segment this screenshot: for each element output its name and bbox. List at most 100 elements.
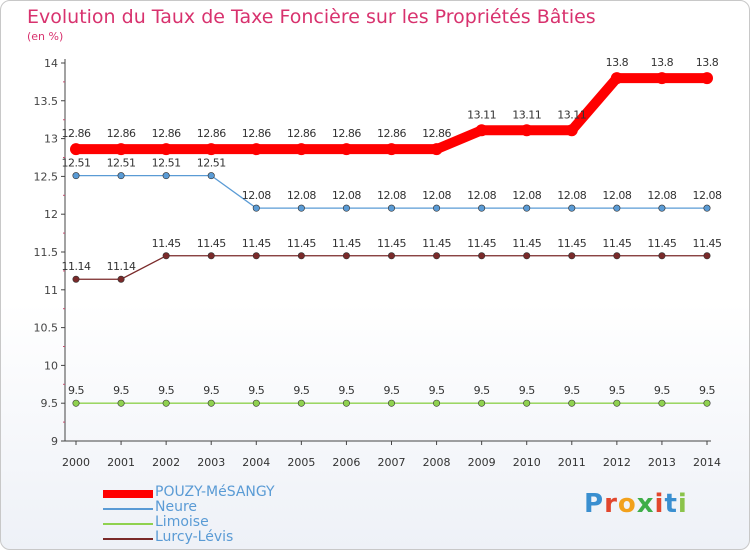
legend-swatch-pouzy: [103, 490, 153, 498]
data-point: [342, 204, 350, 212]
data-label: 9.5: [609, 384, 625, 397]
data-label: 12.08: [467, 189, 496, 202]
data-point: [385, 143, 398, 156]
data-point: [205, 143, 218, 156]
data-label: 12.51: [62, 157, 91, 170]
data-point: [475, 124, 488, 137]
data-point: [342, 399, 350, 407]
legend-swatch-limoise: [103, 523, 153, 525]
legend-label-lurcy: Lurcy-Lévis: [155, 529, 234, 545]
data-label: 12.86: [62, 127, 91, 140]
data-label: 12.51: [197, 157, 226, 170]
data-point: [297, 399, 305, 407]
legend-label-limoise: Limoise: [155, 514, 209, 530]
data-point: [568, 399, 576, 407]
data-point: [387, 252, 395, 260]
y-tick-label: 12.5: [34, 170, 59, 183]
data-label: 9.5: [384, 384, 400, 397]
data-label: 11.14: [107, 260, 136, 273]
x-tick-label: 2012: [603, 456, 631, 469]
data-point: [613, 204, 621, 212]
data-label: 11.45: [422, 237, 451, 250]
data-label: 12.08: [512, 189, 541, 202]
data-label: 12.86: [152, 127, 181, 140]
data-point: [342, 252, 350, 260]
data-label: 13.8: [696, 56, 719, 69]
data-point: [70, 143, 82, 156]
data-point: [72, 399, 80, 407]
data-label: 11.45: [197, 237, 226, 250]
data-label: 12.86: [107, 127, 136, 140]
data-point: [433, 204, 441, 212]
data-point: [658, 252, 666, 260]
y-tick-label: 12: [44, 208, 58, 221]
data-point: [117, 172, 125, 180]
legend-label-neure: Neure: [155, 499, 198, 515]
y-tick-label: 9: [51, 435, 58, 448]
data-label: 11.45: [467, 237, 496, 250]
data-label: 9.5: [203, 384, 219, 397]
x-tick-label: 2002: [152, 456, 180, 469]
data-point: [295, 143, 308, 156]
chart-title: Evolution du Taux de Taxe Foncière sur l…: [27, 6, 596, 28]
logo-letter: x: [636, 489, 655, 519]
logo-letter: i: [654, 489, 665, 519]
x-tick-label: 2013: [648, 456, 676, 469]
data-label: 11.45: [557, 237, 586, 250]
data-point: [207, 399, 215, 407]
data-point: [658, 399, 666, 407]
data-label: 9.5: [564, 384, 580, 397]
data-label: 11.45: [242, 237, 271, 250]
legend-item-lurcy: Lurcy-Lévis: [103, 529, 323, 546]
x-tick-label: 2006: [332, 456, 360, 469]
data-point: [252, 204, 260, 212]
data-label: 13.11: [512, 108, 541, 121]
data-label: 12.08: [332, 189, 361, 202]
data-label: 9.5: [519, 384, 535, 397]
logo-letter: t: [664, 489, 678, 519]
data-label: 12.86: [332, 127, 361, 140]
data-label: 9.5: [474, 384, 490, 397]
data-point: [117, 399, 125, 407]
data-label: 11.45: [287, 237, 316, 250]
legend-item-limoise: Limoise: [103, 514, 323, 531]
data-label: 9.5: [113, 384, 129, 397]
legend: POUZY-MéSANGY Neure Limoise Lurcy-Lévis: [103, 485, 323, 546]
x-tick-label: 2008: [423, 456, 451, 469]
x-tick-label: 2014: [693, 456, 721, 469]
data-point: [250, 143, 263, 156]
data-label: 9.5: [654, 384, 670, 397]
data-point: [297, 252, 305, 260]
data-label: 13.11: [467, 108, 496, 121]
logo-letter: r: [604, 489, 618, 519]
data-label: 11.45: [647, 237, 676, 250]
data-label: 9.5: [158, 384, 174, 397]
data-point: [655, 72, 668, 85]
x-tick-label: 2004: [242, 456, 270, 469]
data-point: [613, 252, 621, 260]
data-label: 13.11: [557, 108, 586, 121]
y-tick-label: 13.5: [34, 95, 59, 108]
legend-item-pouzy: POUZY-MéSANGY: [103, 485, 323, 501]
series-line-3: [75, 255, 708, 280]
y-tick-label: 11.5: [34, 246, 59, 259]
data-point: [387, 399, 395, 407]
y-tick-label: 10.5: [34, 322, 59, 335]
data-label: 9.5: [429, 384, 445, 397]
data-label: 12.08: [242, 189, 271, 202]
data-label: 11.45: [693, 237, 722, 250]
y-tick-label: 14: [44, 57, 58, 70]
x-tick-label: 2011: [558, 456, 586, 469]
data-label: 9.5: [699, 384, 715, 397]
data-point: [520, 124, 533, 137]
data-label: 11.45: [377, 237, 406, 250]
data-point: [162, 252, 170, 260]
data-label: 11.45: [332, 237, 361, 250]
chart-subtitle: (en %): [27, 30, 64, 43]
data-point: [478, 252, 486, 260]
data-label: 11.45: [602, 237, 631, 250]
x-tick-label: 2003: [197, 456, 225, 469]
data-point: [703, 399, 711, 407]
x-tick-label: 2010: [513, 456, 541, 469]
